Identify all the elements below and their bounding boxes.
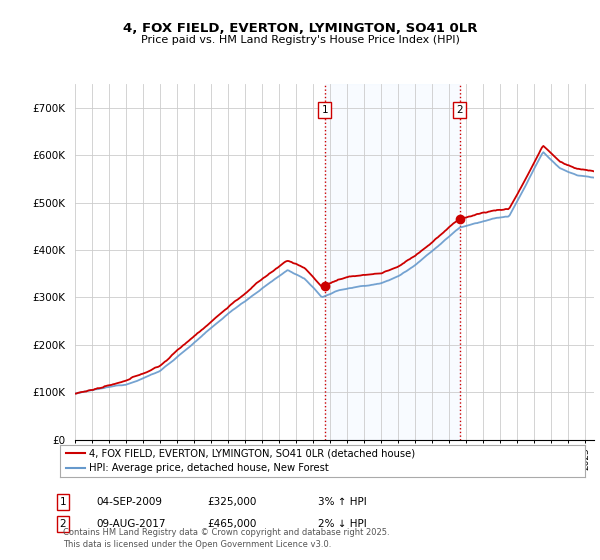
Text: HPI: Average price, detached house, New Forest: HPI: Average price, detached house, New …	[89, 463, 329, 473]
Text: 1: 1	[322, 105, 328, 115]
Text: 4, FOX FIELD, EVERTON, LYMINGTON, SO41 0LR (detached house): 4, FOX FIELD, EVERTON, LYMINGTON, SO41 0…	[89, 449, 415, 459]
Text: 04-SEP-2009: 04-SEP-2009	[96, 497, 162, 507]
Text: Contains HM Land Registry data © Crown copyright and database right 2025.
This d: Contains HM Land Registry data © Crown c…	[63, 528, 389, 549]
Text: 4, FOX FIELD, EVERTON, LYMINGTON, SO41 0LR: 4, FOX FIELD, EVERTON, LYMINGTON, SO41 0…	[123, 22, 477, 35]
Text: Price paid vs. HM Land Registry's House Price Index (HPI): Price paid vs. HM Land Registry's House …	[140, 35, 460, 45]
Text: 09-AUG-2017: 09-AUG-2017	[96, 519, 166, 529]
Text: 3% ↑ HPI: 3% ↑ HPI	[318, 497, 367, 507]
Bar	[325, 84, 460, 440]
Text: £325,000: £325,000	[207, 497, 256, 507]
Text: 2: 2	[456, 105, 463, 115]
Text: 2% ↓ HPI: 2% ↓ HPI	[318, 519, 367, 529]
Text: 1: 1	[59, 497, 67, 507]
Text: 2: 2	[59, 519, 67, 529]
Text: £465,000: £465,000	[207, 519, 256, 529]
